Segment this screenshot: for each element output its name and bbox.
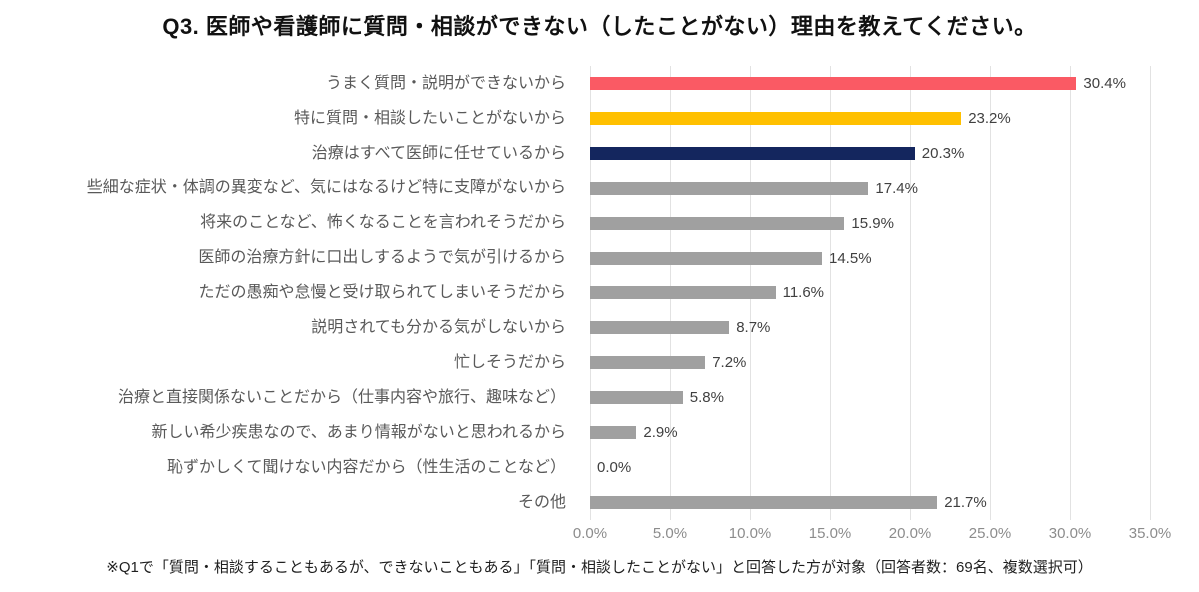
bar — [590, 391, 683, 405]
bar — [590, 321, 730, 335]
bar-cell: 8.7% — [590, 310, 1150, 345]
bar — [590, 251, 822, 265]
bar — [590, 146, 915, 160]
bar — [590, 496, 938, 510]
bar-cell: 21.7% — [590, 485, 1150, 520]
category-label: うまく質問・説明ができないから — [325, 74, 566, 92]
bar-row: 恥ずかしくて聞けない内容だから（性生活のことなど） 0.0% — [0, 450, 1199, 485]
footnote: ※Q1で「質問・相談することもあるが、できないこともある」「質問・相談したことが… — [106, 559, 1093, 576]
category-label: 新しい希少疾患なので、あまり情報がないと思われるから — [151, 423, 566, 441]
value-label: 11.6% — [782, 284, 825, 302]
x-tick-label: 15.0% — [808, 525, 852, 542]
category-label: 些細な症状・体調の異変など、気にはなるけど特に支障がないから — [86, 179, 566, 197]
value-label: 23.2% — [968, 109, 1011, 127]
x-tick-label: 25.0% — [968, 525, 1012, 542]
x-tick-label: 20.0% — [888, 525, 932, 542]
value-label: 5.8% — [689, 389, 724, 407]
bar-cell: 14.5% — [590, 241, 1150, 276]
bar-row: 将来のことなど、怖くなることを言われそうだから 15.9% — [0, 206, 1199, 241]
bar-cell: 23.2% — [590, 101, 1150, 136]
x-tick-label: 35.0% — [1128, 525, 1172, 542]
bar-cell: 20.3% — [590, 136, 1150, 171]
value-label: 17.4% — [875, 179, 918, 197]
category-label: 医師の治療方針に口出しするようで気が引けるから — [198, 249, 566, 267]
bar-cell: 5.8% — [590, 380, 1150, 415]
bar — [590, 216, 845, 230]
x-tick-label: 5.0% — [652, 525, 688, 542]
category-label: ただの愚痴や怠慢と受け取られてしまいそうだから — [198, 284, 566, 302]
category-label: 説明されても分かる気がしないから — [311, 319, 566, 337]
category-label: 将来のことなど、怖くなることを言われそうだから — [200, 214, 566, 232]
bar-row: 特に質問・相談したいことがないから 23.2% — [0, 101, 1199, 136]
bar — [590, 286, 776, 300]
value-label: 20.3% — [921, 144, 965, 162]
value-label: 8.7% — [736, 319, 771, 337]
bar-row: 医師の治療方針に口出しするようで気が引けるから 14.5% — [0, 241, 1199, 276]
bar — [590, 426, 637, 440]
bar-row: 新しい希少疾患なので、あまり情報がないと思われるから 2.9% — [0, 415, 1199, 450]
category-label: その他 — [517, 493, 566, 511]
bar-cell: 2.9% — [590, 415, 1150, 450]
value-label: 2.9% — [643, 424, 678, 442]
category-label: 特に質問・相談したいことがないから — [293, 109, 566, 127]
category-label: 治療はすべて医師に任せているから — [311, 144, 566, 162]
bar-row: ただの愚痴や怠慢と受け取られてしまいそうだから 11.6% — [0, 276, 1199, 311]
bar-cell: 15.9% — [590, 206, 1150, 241]
bar — [590, 111, 962, 125]
bar — [590, 356, 706, 370]
category-label: 忙しそうだから — [453, 354, 566, 372]
bar-cell: 7.2% — [590, 345, 1150, 380]
value-label: 0.0% — [597, 459, 632, 477]
bar-row: 忙しそうだから 7.2% — [0, 345, 1199, 380]
bar — [590, 76, 1077, 90]
bar-rows: うまく質問・説明ができないから 30.4% 特に質問・相談したいことがないから 23.… — [0, 66, 1199, 520]
bar-cell: 0.0% — [590, 450, 1150, 485]
x-tick-label: 10.0% — [728, 525, 772, 542]
bar — [590, 181, 869, 195]
x-axis: 0.0% 5.0% 10.0% 15.0% 20.0% 25.0% 30.0% 35.0% — [573, 525, 1171, 547]
value-label: 30.4% — [1083, 74, 1126, 92]
bar-row: うまく質問・説明ができないから 30.4% — [0, 66, 1199, 101]
bar-cell: 17.4% — [590, 171, 1150, 206]
chart-title: Q3. 医師や看護師に質問・相談ができない（したことがない）理由を教えてください… — [162, 14, 1037, 39]
bar-row: 説明されても分かる気がしないから 8.7% — [0, 310, 1199, 345]
bar-cell: 11.6% — [590, 276, 1150, 311]
value-label: 21.7% — [944, 494, 987, 512]
bar-row: その他 21.7% — [0, 485, 1199, 520]
value-label: 14.5% — [829, 249, 872, 267]
x-tick-label: 0.0% — [572, 525, 608, 542]
category-label: 治療と直接関係ないことだから（仕事内容や旅行、趣味など） — [117, 388, 566, 406]
bar-row: 些細な症状・体調の異変など、気にはなるけど特に支障がないから 17.4% — [0, 171, 1199, 206]
category-label: 恥ずかしくて聞けない内容だから（性生活のことなど） — [166, 458, 566, 476]
value-label: 15.9% — [851, 214, 894, 232]
bar-row: 治療はすべて医師に任せているから 20.3% — [0, 136, 1199, 171]
bar-row: 治療と直接関係ないことだから（仕事内容や旅行、趣味など） 5.8% — [0, 380, 1199, 415]
value-label: 7.2% — [712, 354, 747, 372]
bar-cell: 30.4% — [590, 66, 1150, 101]
x-tick-label: 30.0% — [1048, 525, 1092, 542]
